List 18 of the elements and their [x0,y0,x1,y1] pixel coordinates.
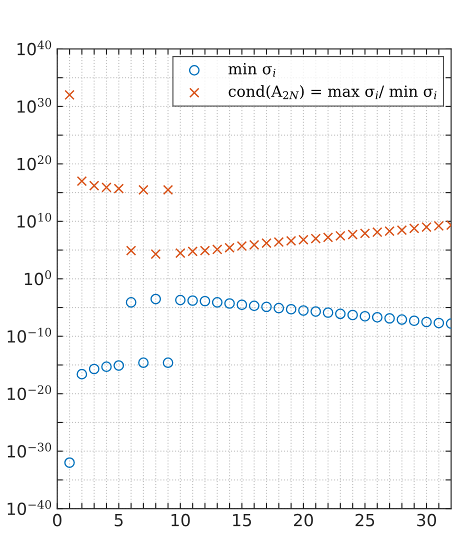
y-tick-label: 10$^{40}$ [18,40,52,56]
x-tick-label: 20 [294,514,313,526]
y-tick-label: 10$^{−30}$ [8,442,52,458]
x-tick-label: 25 [356,514,374,526]
y-tick-label: 10$^{−20}$ [8,385,52,400]
x-tick-label: 10 [172,514,190,526]
y-tick-label: 10$^{0}$ [24,270,52,286]
x-tick-label: 0 [53,514,62,526]
y-tick-label: 10$^{10}$ [18,212,52,228]
x-tick-label: 30 [417,514,436,526]
legend-label: cond(A$_{2N}$) = max σ$_{i}$/ min σ$_{i}$ [228,85,436,100]
x-tick-label: 5 [114,514,123,526]
x-tick-label: 15 [233,514,252,526]
y-tick-label: 10$^{20}$ [18,155,52,170]
y-tick-label: 10$^{−40}$ [8,500,52,516]
y-tick-label: 10$^{−10}$ [8,328,52,343]
y-tick-label: 10$^{30}$ [18,98,52,113]
legend-label: min σ$_{i}$ [228,63,276,77]
